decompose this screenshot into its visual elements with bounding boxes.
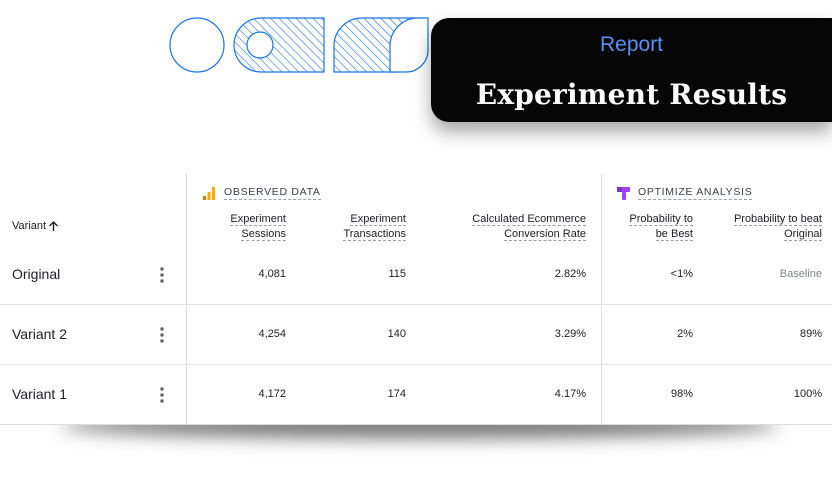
observed-data-label: OBSERVED DATA xyxy=(224,186,321,200)
prob-beat-column-header[interactable]: Probability to beat Original xyxy=(733,212,822,242)
decorative-shapes xyxy=(169,17,429,73)
report-title-card: Report Experiment Results xyxy=(431,18,832,122)
sessions-header-line2: Sessions xyxy=(241,228,286,241)
more-options-icon[interactable] xyxy=(155,265,169,285)
sessions-column-header[interactable]: Experiment Sessions xyxy=(230,212,286,242)
variant-column-header[interactable]: Variant xyxy=(12,220,59,232)
prob-best-column-header[interactable]: Probability to be Best xyxy=(629,212,693,242)
results-table: OBSERVED DATA OPTIMIZE ANALYSIS Variant … xyxy=(0,174,832,425)
more-options-icon[interactable] xyxy=(155,385,169,405)
report-eyebrow: Report xyxy=(599,33,664,56)
prob-best-value: <1% xyxy=(670,268,693,280)
prob-beat-header-line2: Original xyxy=(784,228,822,241)
sessions-header-line1: Experiment xyxy=(230,213,286,226)
transactions-value: 140 xyxy=(387,328,406,340)
conversion-column-header[interactable]: Calculated Ecommerce Conversion Rate xyxy=(472,212,586,242)
table-row[interactable]: Original 4,081 115 2.82% <1% Baseline xyxy=(0,245,832,305)
hatched-ring-shape xyxy=(233,17,325,73)
observed-data-group: OBSERVED DATA xyxy=(203,186,321,200)
transactions-column-header[interactable]: Experiment Transactions xyxy=(343,212,406,242)
sort-ascending-icon xyxy=(49,220,59,231)
more-options-icon[interactable] xyxy=(155,325,169,345)
conversion-header-line1: Calculated Ecommerce xyxy=(472,213,586,226)
prob-beat-value: Baseline xyxy=(779,268,822,280)
optimize-analysis-label: OPTIMIZE ANALYSIS xyxy=(638,186,753,200)
variant-name: Variant 1 xyxy=(12,386,67,402)
sessions-value: 4,254 xyxy=(258,328,286,340)
transactions-value: 174 xyxy=(387,388,406,400)
analytics-bars-icon xyxy=(203,186,215,200)
prob-best-value: 98% xyxy=(670,388,693,400)
variant-name: Variant 2 xyxy=(12,326,67,342)
conversion-value: 4.17% xyxy=(554,388,586,400)
optimize-icon xyxy=(617,186,630,200)
row-divider xyxy=(0,364,832,365)
prob-best-header-line1: Probability to xyxy=(629,213,693,226)
conversion-value: 2.82% xyxy=(554,268,586,280)
prob-beat-header-line1: Probability to beat xyxy=(733,213,822,226)
prob-best-value: 2% xyxy=(677,328,693,340)
conversion-header-line2: Conversion Rate xyxy=(504,228,586,241)
sessions-value: 4,081 xyxy=(258,268,286,280)
column-divider xyxy=(601,174,602,424)
conversion-value: 3.29% xyxy=(554,328,586,340)
optimize-analysis-group: OPTIMIZE ANALYSIS xyxy=(617,186,753,200)
row-divider xyxy=(0,304,832,305)
variant-header-label: Variant xyxy=(12,220,47,232)
sessions-value: 4,172 xyxy=(258,388,286,400)
table-row[interactable]: Variant 2 4,254 140 3.29% 2% 89% xyxy=(0,305,832,365)
column-divider xyxy=(186,174,187,424)
prob-beat-value: 89% xyxy=(799,328,822,340)
prob-best-header-line2: be Best xyxy=(655,228,693,241)
variant-name: Original xyxy=(12,266,61,282)
transactions-header-line1: Experiment xyxy=(350,213,406,226)
table-row[interactable]: Variant 1 4,172 174 4.17% 98% 100% xyxy=(0,365,832,425)
prob-beat-value: 100% xyxy=(793,388,822,400)
transactions-value: 115 xyxy=(388,268,406,280)
outline-circle-shape xyxy=(169,17,225,73)
report-title: Experiment Results xyxy=(475,78,788,111)
transactions-header-line2: Transactions xyxy=(343,228,406,241)
